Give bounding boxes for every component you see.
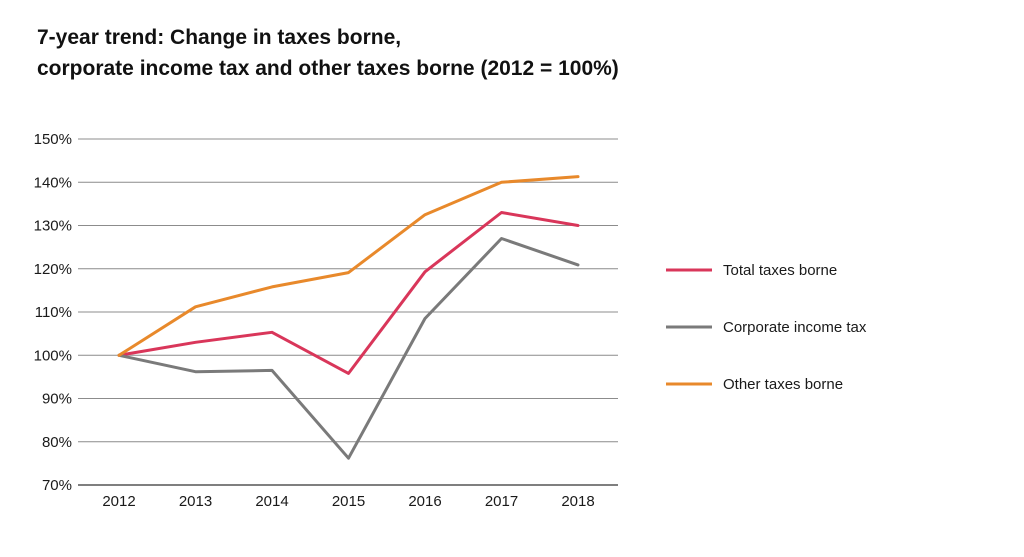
- y-tick-label: 120%: [34, 261, 72, 278]
- gridlines: [78, 138, 618, 486]
- y-tick-label: 90%: [42, 391, 72, 408]
- x-tick-label: 2014: [255, 493, 288, 510]
- x-tick-label: 2015: [332, 493, 365, 510]
- y-tick-label: 70%: [42, 477, 72, 494]
- y-tick-label: 140%: [34, 174, 72, 191]
- legend-label: Total taxes borne: [723, 262, 837, 279]
- chart-title: 7-year trend: Change in taxes borne, cor…: [37, 22, 619, 84]
- series-line: [117, 175, 580, 357]
- legend: Total taxes borne Corporate income tax Oth…: [666, 262, 867, 393]
- series-line: [117, 237, 580, 460]
- x-tick-label: 2017: [485, 493, 518, 510]
- series-line: [117, 211, 580, 375]
- x-axis-tick-labels: 2012 2013 2014 2015 2016 2017 2018: [102, 493, 594, 510]
- y-tick-label: 130%: [34, 218, 72, 235]
- chart-title-line-2: corporate income tax and other taxes bor…: [37, 57, 619, 80]
- y-tick-label: 80%: [42, 434, 72, 451]
- y-axis-tick-labels: 70% 80% 90% 100% 110% 120% 130% 140% 150%: [34, 131, 72, 494]
- x-tick-label: 2018: [561, 493, 594, 510]
- y-tick-label: 100%: [34, 347, 72, 364]
- chart-title-line-1: 7-year trend: Change in taxes borne,: [37, 26, 402, 49]
- y-tick-label: 110%: [35, 304, 72, 321]
- x-tick-label: 2012: [102, 493, 135, 510]
- legend-label: Corporate income tax: [723, 319, 867, 336]
- x-tick-label: 2016: [408, 493, 441, 510]
- y-tick-label: 150%: [34, 131, 72, 148]
- legend-label: Other taxes borne: [723, 376, 843, 393]
- series-lines: [117, 175, 580, 460]
- x-tick-label: 2013: [179, 493, 212, 510]
